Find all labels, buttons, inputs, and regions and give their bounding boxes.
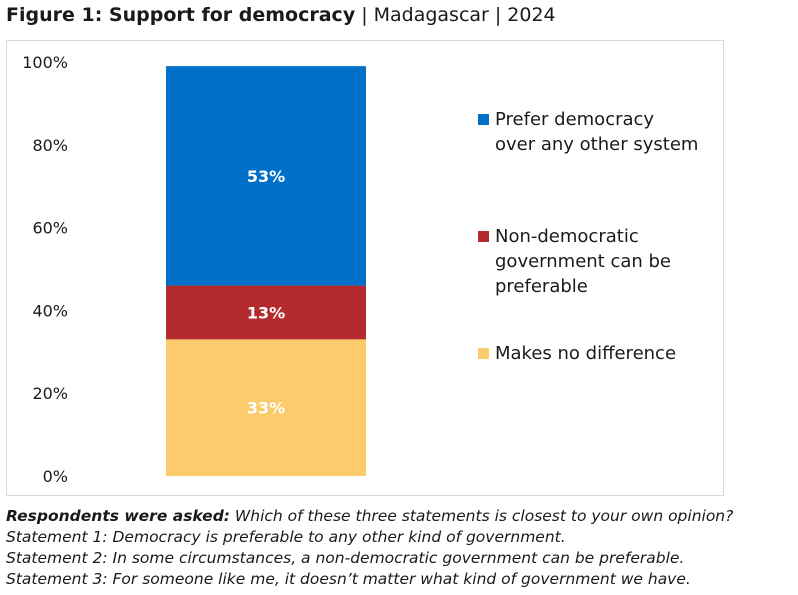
y-tick-label: 40% <box>32 301 68 320</box>
legend-swatch <box>478 231 489 242</box>
legend-label-line: government can be <box>495 251 672 272</box>
legend-label: Makes no difference <box>495 341 725 366</box>
legend-label-line: Makes no difference <box>495 343 677 364</box>
legend-label-line: Non-democratic <box>495 226 639 247</box>
data-label: 53% <box>247 167 285 186</box>
question-label: Respondents were asked: <box>6 507 230 525</box>
question-text: Which of these three statements is close… <box>230 507 734 525</box>
bar-segment <box>166 339 366 476</box>
chart-frame <box>6 40 724 496</box>
y-axis-ticks: 0% 20% 40% 60% 80% 100% <box>22 53 68 486</box>
y-tick-label: 60% <box>32 219 68 238</box>
data-label: 13% <box>247 303 285 322</box>
legend-label-line: Prefer democracy <box>495 109 655 130</box>
legend-swatch <box>478 114 489 125</box>
chart-title: Figure 1: Support for democracy | Madagasc… <box>6 4 556 26</box>
y-tick-label: 0% <box>43 467 68 486</box>
legend-label-line: preferable <box>495 276 588 297</box>
title-separator-1: | <box>361 4 368 26</box>
statement-2: Statement 2: In some circumstances, a no… <box>6 549 685 567</box>
y-tick-label: 80% <box>32 136 68 155</box>
bar-segment <box>166 285 366 340</box>
bar-segments <box>166 66 366 476</box>
legend-swatch <box>478 348 489 359</box>
statement-1: Statement 1: Democracy is preferable to … <box>6 528 566 546</box>
statement-3: Statement 3: For someone like me, it doe… <box>6 570 691 588</box>
data-label: 33% <box>247 399 285 418</box>
survey-notes: Respondents were asked: Which of these t… <box>6 506 733 590</box>
y-tick-label: 100% <box>22 53 68 72</box>
title-country: Madagascar <box>373 4 489 26</box>
title-year: 2024 <box>507 4 556 26</box>
legend-label: Prefer democracy over any other system <box>495 107 725 157</box>
question-line: Respondents were asked: Which of these t… <box>6 506 733 527</box>
bar-segment <box>166 66 366 286</box>
title-main: Figure 1: Support for democracy <box>6 4 356 26</box>
y-tick-label: 20% <box>32 384 68 403</box>
title-separator-2: | <box>494 4 502 26</box>
data-labels: 33% 13% 53% <box>247 167 285 418</box>
legend-label: Non-democratic government can be preferabl… <box>495 224 725 299</box>
legend-label-line: over any other system <box>495 134 699 155</box>
